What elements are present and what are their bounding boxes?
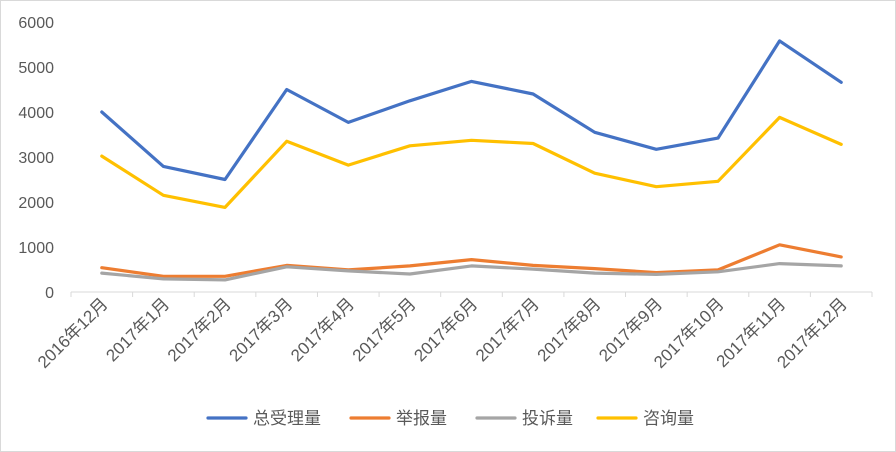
legend-item-2: 举报量 [349, 409, 447, 428]
x-axis: 2016年12月2017年1月2017年2月2017年3月2017年4月2017… [34, 291, 873, 372]
legend-label: 举报量 [396, 409, 447, 428]
y-tick-label: 0 [45, 285, 54, 302]
legend-label: 投诉量 [522, 409, 573, 428]
legend-item-4: 咨询量 [596, 409, 694, 428]
legend-item-1: 总受理量 [206, 409, 321, 428]
legend: 总受理量 举报量 投诉量 咨询量 [206, 409, 694, 428]
y-tick-label: 6000 [18, 15, 54, 32]
y-tick-label: 3000 [18, 150, 54, 167]
series-line-1 [100, 39, 843, 182]
x-tick-label: 2017年1月 [102, 294, 173, 365]
y-tick-label: 1000 [18, 240, 54, 257]
legend-item-3: 投诉量 [475, 409, 573, 428]
y-tick-label: 4000 [18, 105, 54, 122]
x-tick-label: 2017年2月 [164, 294, 235, 365]
x-tick-label: 2017年8月 [534, 294, 605, 365]
x-tick-label: 2017年5月 [349, 294, 420, 365]
x-tick-label: 2016年12月 [34, 294, 112, 372]
y-tick-label: 5000 [18, 60, 54, 77]
series-line-2 [100, 243, 843, 278]
series-line-4 [100, 115, 843, 209]
x-tick-label: 2017年6月 [410, 294, 481, 365]
y-axis-tick-labels: 0 1000 2000 3000 4000 5000 6000 [18, 15, 54, 302]
x-tick-label: 2017年7月 [472, 294, 543, 365]
legend-label: 总受理量 [253, 409, 321, 428]
x-tick-label: 2017年3月 [226, 294, 297, 365]
x-tick-label: 2017年4月 [287, 294, 358, 365]
y-tick-label: 2000 [18, 195, 54, 212]
series-lines [100, 39, 843, 282]
series-line-3 [100, 262, 843, 282]
legend-label: 咨询量 [643, 409, 694, 428]
